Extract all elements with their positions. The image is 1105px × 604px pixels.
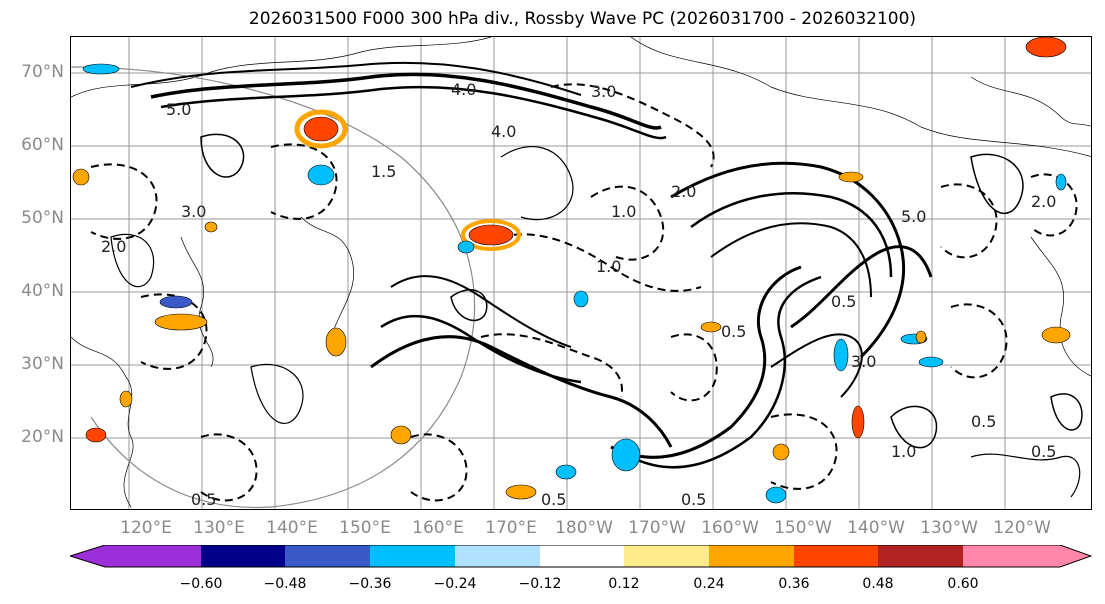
contour-label: 4.0	[491, 122, 516, 141]
longitude-label: 160°E	[412, 518, 464, 538]
latitude-label: 50°N	[21, 208, 64, 228]
contour-label: 3.0	[591, 82, 616, 101]
colorbar-segment	[963, 545, 1060, 567]
colorbar-tick-label: 0.12	[608, 576, 640, 592]
graticule	[71, 37, 1091, 509]
colorbar-tick-label: −0.12	[518, 576, 562, 592]
colorbar-segment	[878, 545, 963, 567]
contour-label: 2.0	[1031, 192, 1056, 211]
contour-map: 5.0 4.0 4.0 3.0 2.0 1.0 0.5 0.5 0.5 5.0 3.0 2.0 1.0 0…	[71, 37, 1091, 509]
contour-label: 0.5	[681, 490, 706, 509]
colorbar-segment	[794, 545, 878, 567]
contour-label: 0.5	[1031, 442, 1056, 461]
contour-label: 3.0	[181, 202, 206, 221]
colorbar-segment	[709, 545, 794, 567]
colorbar-tick-label: −0.24	[433, 576, 477, 592]
contour-label: 2.0	[671, 182, 696, 201]
longitude-label: 170°W	[628, 518, 686, 538]
reference-arc	[71, 66, 476, 509]
contour-label: 1.5	[371, 162, 396, 181]
colorbar-tick-label: 0.36	[778, 576, 810, 592]
contour-label: 1.0	[891, 442, 916, 461]
contour-label: 0.5	[721, 322, 746, 341]
colorbar-tick-label: −0.48	[263, 576, 307, 592]
longitude-label: 140°W	[847, 518, 905, 538]
longitude-label: 130°W	[920, 518, 978, 538]
contour-label: 0.5	[541, 490, 566, 509]
contour-label: 1.0	[611, 202, 636, 221]
contour-label: 0.5	[831, 292, 856, 311]
longitude-label: 120°W	[993, 518, 1051, 538]
colorbar	[70, 545, 1092, 568]
map-panel: 5.0 4.0 4.0 3.0 2.0 1.0 0.5 0.5 0.5 5.0 3.0 2.0 1.0 0…	[70, 36, 1092, 510]
longitude-label: 150°W	[774, 518, 832, 538]
map-title: 2026031500 F000 300 hPa div., Rossby Wav…	[248, 9, 917, 29]
coastlines	[71, 37, 1091, 508]
colorbar-segment	[540, 545, 624, 567]
colorbar-tick-label: 0.48	[862, 576, 894, 592]
longitude-label: 130°E	[193, 518, 245, 538]
contour-label: 3.0	[851, 352, 876, 371]
latitude-label: 60°N	[21, 135, 64, 155]
colorbar-segment	[285, 545, 370, 567]
colorbar-tick-label: −0.60	[179, 576, 223, 592]
colorbar-low-extend	[70, 545, 105, 567]
latitude-label: 20°N	[21, 427, 64, 447]
latitude-label: 70°N	[21, 62, 64, 82]
longitude-label: 140°E	[266, 518, 318, 538]
contour-label: 0.5	[191, 490, 216, 509]
longitude-label: 170°E	[485, 518, 537, 538]
longitude-label: 150°E	[339, 518, 391, 538]
shaded-anomalies	[72, 37, 1071, 504]
contour-label: 0.5	[971, 412, 996, 431]
solid-contours	[110, 61, 1083, 498]
colorbar-segment	[370, 545, 455, 567]
colorbar-high-extend	[1060, 545, 1091, 567]
colorbar-segment	[201, 545, 285, 567]
latitude-label: 30°N	[21, 354, 64, 374]
contour-label: 4.0	[451, 80, 476, 99]
contour-label: 5.0	[166, 100, 191, 119]
colorbar-tick-label: 0.60	[947, 576, 979, 592]
dashed-contours	[90, 83, 1078, 502]
contour-label-layer: 5.0 4.0 4.0 3.0 2.0 1.0 0.5 0.5 0.5 5.0 3.0 2.0 1.0 0…	[101, 80, 1056, 509]
latitude-label: 40°N	[21, 281, 64, 301]
colorbar-segment	[624, 545, 709, 567]
colorbar-tick-label: 0.24	[693, 576, 725, 592]
colorbar-segment	[455, 545, 540, 567]
longitude-label: 160°W	[701, 518, 759, 538]
longitude-label: 120°E	[120, 518, 172, 538]
longitude-label: 180°W	[555, 518, 613, 538]
contour-label: 5.0	[901, 207, 926, 226]
colorbar-tick-label: −0.36	[348, 576, 392, 592]
colorbar-segment	[105, 545, 201, 567]
contour-label: 1.0	[596, 257, 621, 276]
contour-label: 2.0	[101, 237, 126, 256]
